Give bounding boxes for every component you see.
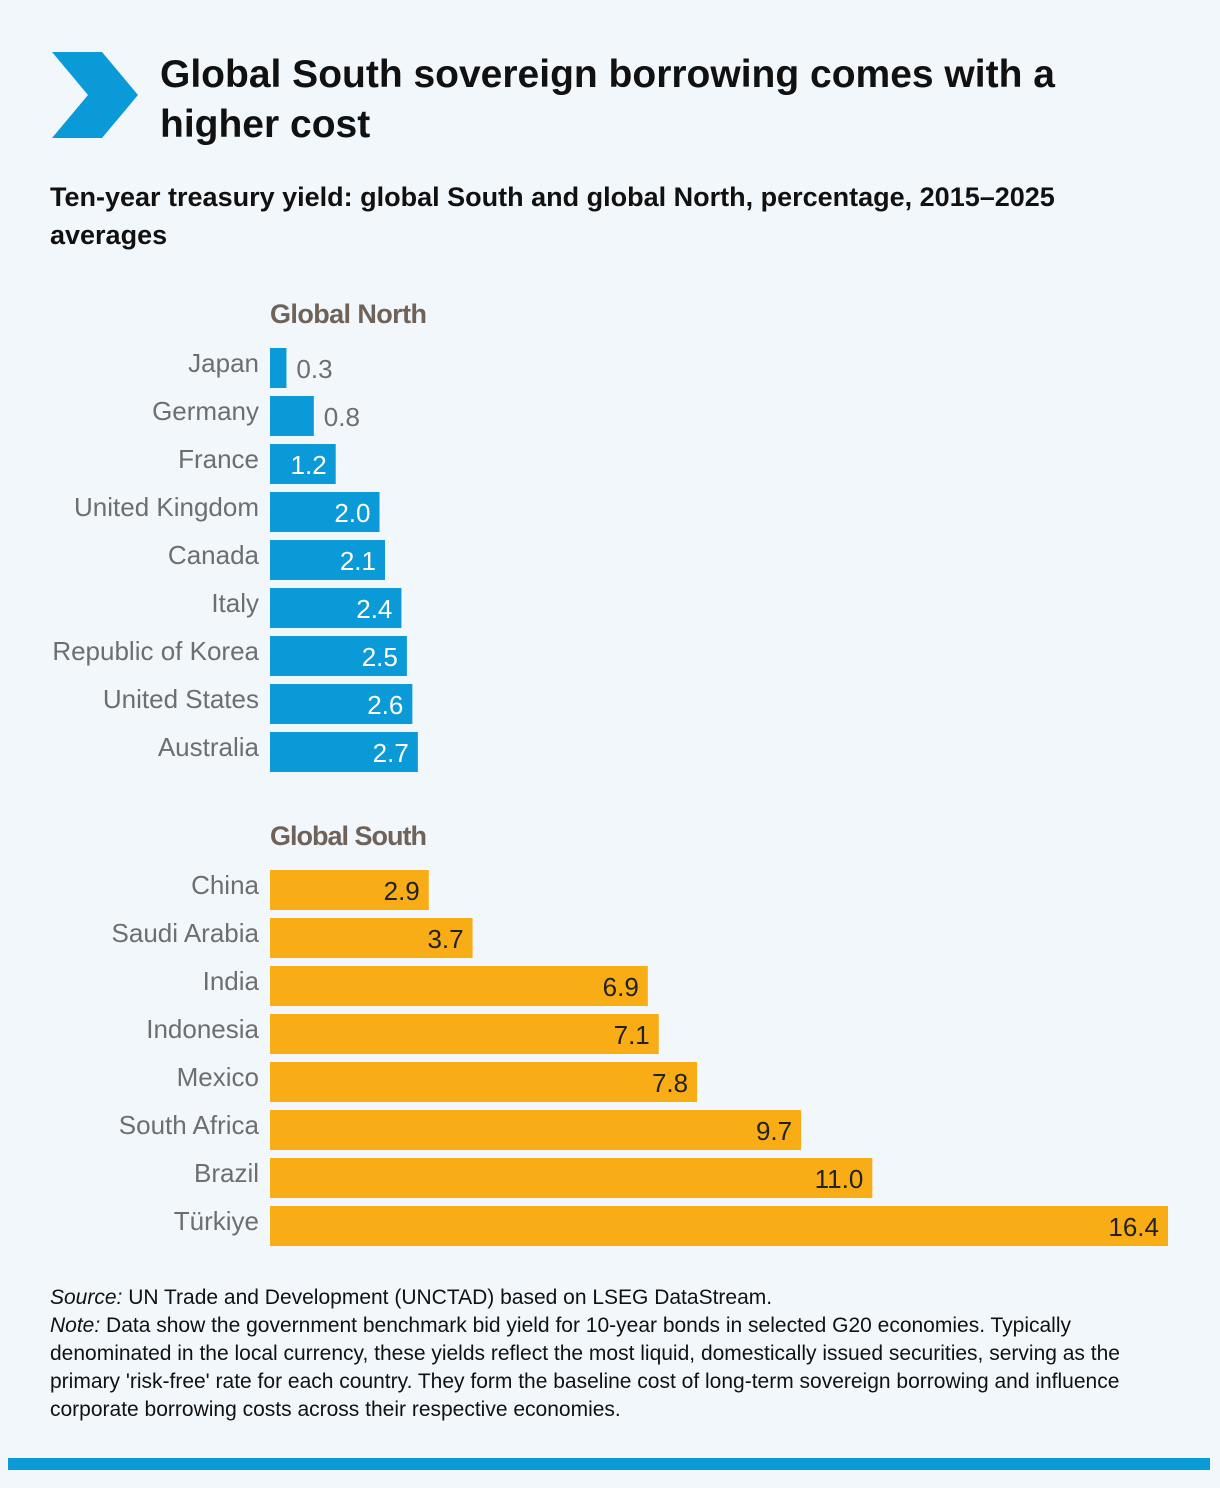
category-label-china: China <box>191 870 259 900</box>
header: Global South sovereign borrowing comes w… <box>50 50 1180 150</box>
category-label-italy: Italy <box>211 588 259 618</box>
data-label-republic-of-korea: 2.5 <box>362 642 398 672</box>
bar-mexico <box>270 1062 698 1102</box>
data-label-china: 2.9 <box>384 876 420 906</box>
data-label-t-rkiye: 16.4 <box>1108 1212 1159 1242</box>
bar-indonesia <box>270 1014 659 1054</box>
data-label-germany: 0.8 <box>324 402 360 432</box>
data-label-australia: 2.7 <box>373 738 409 768</box>
bar-united-kingdom <box>270 492 380 532</box>
note-text: Data show the government benchmark bid y… <box>50 1314 1120 1421</box>
notes: Source: UN Trade and Development (UNCTAD… <box>50 1284 1170 1424</box>
category-label-republic-of-korea: Republic of Korea <box>52 636 259 666</box>
category-label-germany: Germany <box>152 396 259 426</box>
category-label-saudi-arabia: Saudi Arabia <box>112 918 260 948</box>
global-south-heading: Global South <box>270 821 427 851</box>
chart-subtitle: Ten-year treasury yield: global South an… <box>50 182 1055 250</box>
data-label-united-kingdom: 2.0 <box>334 498 370 528</box>
category-label-indonesia: Indonesia <box>146 1014 259 1044</box>
chevron-right-icon <box>52 52 138 138</box>
data-label-canada: 2.1 <box>340 546 376 576</box>
data-label-italy: 2.4 <box>356 594 392 624</box>
note-line: Note: Data show the government benchmark… <box>50 1312 1170 1424</box>
bar-t-rkiye <box>270 1206 1168 1246</box>
bar-germany <box>270 396 314 436</box>
data-label-mexico: 7.8 <box>652 1068 688 1098</box>
data-label-brazil: 11.0 <box>815 1164 864 1194</box>
bar-china <box>270 870 429 910</box>
data-label-south-africa: 9.7 <box>756 1116 792 1146</box>
bar-australia <box>270 732 418 772</box>
data-label-indonesia: 7.1 <box>614 1020 650 1050</box>
data-label-united-states: 2.6 <box>367 690 403 720</box>
bar-saudi-arabia <box>270 918 473 958</box>
category-label-united-states: United States <box>103 684 259 714</box>
category-label-t-rkiye: Türkiye <box>174 1206 259 1236</box>
category-label-india: India <box>203 966 260 996</box>
data-label-japan: 0.3 <box>296 354 332 384</box>
source-text: UN Trade and Development (UNCTAD) based … <box>122 1286 773 1309</box>
bottom-accent-bar <box>8 1458 1210 1470</box>
note-label: Note: <box>50 1314 101 1337</box>
category-label-brazil: Brazil <box>194 1158 259 1188</box>
bar-south-africa <box>270 1110 802 1150</box>
page-title: Global South sovereign borrowing comes w… <box>160 53 1055 146</box>
bar-france <box>270 444 336 484</box>
category-label-south-africa: South Africa <box>119 1110 260 1140</box>
category-label-united-kingdom: United Kingdom <box>74 492 259 522</box>
bar-chart: Global North Japan 0.3 Germany 0.8 France 1.2 U… <box>52 299 1168 1246</box>
bar-united-states <box>270 684 413 724</box>
data-label-india: 6.9 <box>603 972 639 1002</box>
bar-republic-of-korea <box>270 636 407 676</box>
category-label-australia: Australia <box>158 732 260 762</box>
bar-brazil <box>270 1158 873 1198</box>
source-label: Source: <box>50 1286 123 1309</box>
category-label-japan: Japan <box>188 348 259 378</box>
category-label-canada: Canada <box>168 540 260 570</box>
data-label-saudi-arabia: 3.7 <box>427 924 463 954</box>
bar-india <box>270 966 648 1006</box>
bar-canada <box>270 540 385 580</box>
bar-japan <box>270 348 287 388</box>
bar-italy <box>270 588 402 628</box>
category-label-mexico: Mexico <box>177 1062 259 1092</box>
source-line: Source: UN Trade and Development (UNCTAD… <box>50 1284 1170 1312</box>
global-north-heading: Global North <box>270 299 427 329</box>
data-label-france: 1.2 <box>291 450 327 480</box>
category-label-france: France <box>178 444 259 474</box>
